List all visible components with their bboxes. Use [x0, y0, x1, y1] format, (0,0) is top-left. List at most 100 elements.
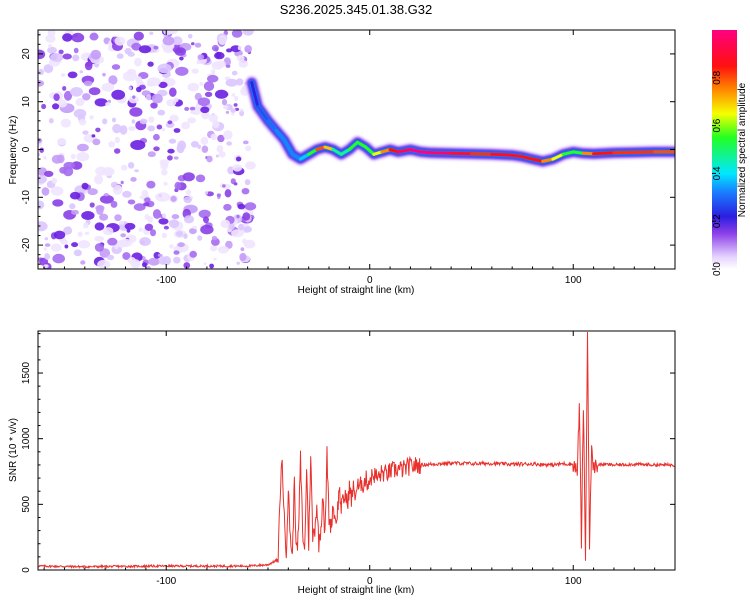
noise-speckle [234, 95, 239, 101]
noise-speckle [43, 64, 54, 74]
noise-speckle [204, 91, 213, 97]
noise-speckle [231, 93, 236, 97]
colorbar-tick-label: 0.2 [712, 214, 723, 228]
noise-speckle [48, 118, 54, 124]
noise-speckle [183, 233, 188, 239]
noise-speckle [237, 203, 246, 210]
ridge-segment [299, 152, 311, 161]
noise-speckle [101, 167, 115, 177]
noise-speckle [189, 228, 197, 235]
noise-speckle [200, 136, 209, 145]
noise-speckle [183, 262, 191, 269]
noise-speckle [240, 247, 245, 252]
noise-speckle [158, 81, 168, 89]
noise-speckle [53, 93, 60, 101]
noise-speckle [71, 32, 85, 43]
noise-speckle [94, 243, 104, 252]
noise-speckle [239, 108, 244, 112]
noise-speckle [183, 215, 195, 224]
noise-speckle [197, 97, 211, 106]
noise-speckle [216, 145, 224, 153]
noise-speckle [248, 210, 254, 215]
noise-speckle [51, 177, 58, 184]
noise-speckle [194, 42, 202, 48]
noise-speckle [203, 262, 207, 266]
noise-speckle [94, 98, 108, 107]
noise-speckle [44, 237, 49, 241]
noise-speckle [191, 68, 199, 74]
ridge-segment [364, 145, 376, 156]
noise-speckle [111, 117, 117, 123]
noise-speckle [181, 121, 191, 130]
snr-y-ticks: 0 500 1000 1500 [21, 333, 675, 573]
noise-speckle [223, 130, 233, 140]
noise-speckle [75, 98, 85, 107]
noise-speckle [130, 177, 137, 182]
noise-speckle [78, 119, 87, 126]
noise-speckle [244, 48, 250, 53]
noise-speckle [145, 266, 151, 269]
noise-speckle [80, 260, 86, 265]
noise-speckle [64, 244, 69, 249]
noise-speckle [83, 80, 93, 87]
noise-speckle [204, 191, 209, 195]
ridge-segment [581, 151, 596, 156]
noise-speckle [39, 257, 49, 266]
noise-speckle [228, 223, 235, 230]
noise-speckle [142, 262, 147, 268]
noise-speckle [175, 66, 189, 76]
noise-speckle [141, 189, 149, 197]
noise-speckle [38, 175, 47, 184]
noise-speckle [56, 154, 65, 164]
noise-speckle [132, 95, 136, 99]
noise-speckle [114, 136, 121, 144]
spectrogram-y-tick-label: -20 [21, 237, 32, 252]
colorbar: 0.0 0.2 0.4 0.6 0.8 Normalized spectral ampl… [712, 30, 748, 276]
noise-speckle [89, 115, 94, 120]
noise-speckle [158, 218, 169, 225]
noise-speckle [236, 78, 244, 86]
spectrogram-x-tick-label: 100 [565, 275, 582, 286]
noise-speckle [96, 205, 104, 215]
spectrogram-y-tick-label: -10 [21, 190, 32, 205]
ridge-segment [449, 151, 473, 156]
snr-y-tick-label: 1500 [21, 361, 32, 384]
noise-speckle [114, 36, 126, 46]
noise-speckle [139, 195, 144, 199]
noise-speckle [122, 190, 132, 198]
noise-speckle [85, 61, 93, 67]
snr-y-tick-label: 500 [21, 496, 32, 513]
noise-speckle [124, 222, 136, 230]
ridge-segment [541, 157, 555, 163]
noise-speckle [184, 106, 190, 111]
noise-speckle [155, 192, 171, 202]
noise-speckle [114, 148, 121, 154]
noise-speckle [224, 189, 232, 198]
colorbar-label: Normalized spectral amplitude [737, 82, 748, 217]
noise-speckle [221, 99, 228, 106]
noise-speckle [147, 151, 156, 158]
spectrogram-x-axis-title: Height of straight line (km) [298, 285, 415, 296]
noise-speckle [235, 156, 242, 162]
noise-speckle [81, 211, 95, 220]
noise-speckle [129, 107, 143, 117]
noise-speckle [242, 140, 249, 145]
noise-speckle [210, 245, 218, 252]
snr-panel: -100 0 100 0 500 1000 1500 Height of straight… [8, 330, 676, 596]
noise-speckle [71, 242, 79, 248]
noise-speckle [139, 237, 151, 246]
noise-speckle [106, 254, 115, 261]
noise-speckle [148, 116, 155, 123]
noise-speckle [211, 72, 216, 75]
noise-speckle [183, 196, 192, 204]
noise-speckle [38, 79, 45, 87]
snr-y-tick-label: 0 [21, 567, 32, 573]
snr-y-axis-title: SNR (10 * v/v) [8, 418, 19, 482]
noise-speckle [187, 117, 196, 124]
noise-speckle [220, 219, 231, 229]
noise-speckle [173, 156, 179, 160]
noise-speckle [199, 81, 204, 86]
noise-speckle [244, 202, 257, 211]
noise-speckle [162, 213, 167, 218]
